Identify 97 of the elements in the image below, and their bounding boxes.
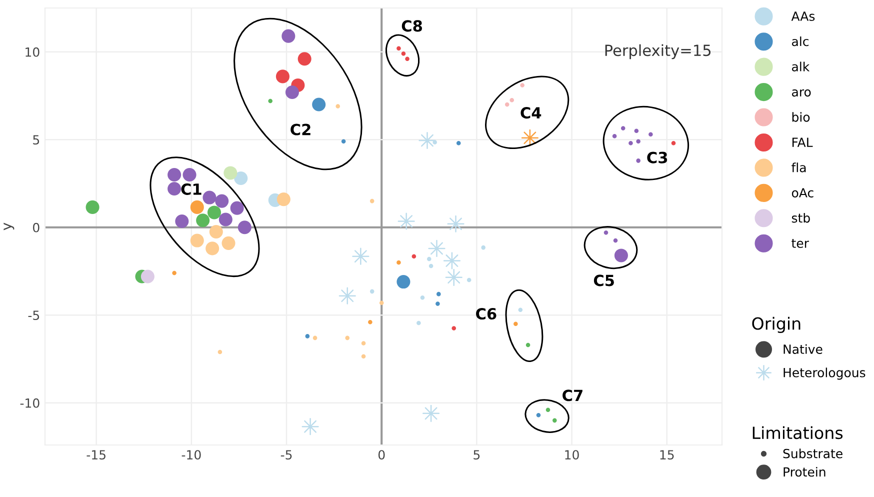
point <box>614 248 628 262</box>
x-tick-label: -15 <box>86 450 106 460</box>
point <box>481 245 486 250</box>
legend-label: alc <box>792 36 808 46</box>
x-tick-label: 5 <box>474 450 480 460</box>
point <box>445 268 462 286</box>
point <box>305 334 310 338</box>
point <box>443 252 461 270</box>
point <box>238 220 252 234</box>
point <box>520 83 524 88</box>
point <box>396 46 401 51</box>
annotation: C3 <box>647 152 668 164</box>
point <box>230 201 244 215</box>
text: Native <box>784 344 822 354</box>
legend-label: fla <box>792 162 806 172</box>
point <box>427 256 432 262</box>
x-tick-label: 15 <box>660 450 674 460</box>
point <box>336 104 340 108</box>
point <box>361 341 366 346</box>
annotation: C1 <box>181 183 202 195</box>
point <box>168 182 182 196</box>
point <box>361 354 366 359</box>
y-axis-title: y <box>4 222 14 230</box>
point <box>341 139 346 144</box>
annotation: C6 <box>476 308 496 320</box>
point <box>420 295 425 300</box>
point <box>345 336 350 340</box>
y-tick-label: -5 <box>28 310 40 320</box>
point <box>456 140 461 146</box>
point <box>452 326 456 330</box>
point <box>368 320 372 324</box>
point <box>504 102 510 107</box>
text: Heterologous <box>784 368 866 380</box>
point <box>418 132 436 150</box>
point <box>466 278 472 282</box>
legend-label: stb <box>792 213 810 223</box>
legend-label: aro <box>792 89 811 97</box>
point <box>218 212 232 226</box>
point <box>521 129 538 146</box>
legend-label: AAs <box>791 12 815 21</box>
y-tick-label: 0 <box>33 222 40 232</box>
annotation: C7 <box>562 390 582 402</box>
text: Limitations <box>752 426 843 440</box>
legend-label: alk <box>792 62 810 72</box>
point <box>536 413 541 418</box>
annotation: Perplexity=15 <box>605 44 711 60</box>
point <box>338 287 356 304</box>
point <box>182 168 196 182</box>
annotation: C2 <box>290 124 310 136</box>
legend-label: FAL <box>792 138 813 147</box>
point <box>285 85 299 100</box>
point <box>140 270 154 284</box>
point <box>518 308 523 312</box>
point <box>412 254 416 258</box>
legend-label: oAc <box>792 188 814 198</box>
annotation: C4 <box>520 107 542 119</box>
point <box>436 302 440 306</box>
text: Origin <box>752 316 800 334</box>
point <box>405 56 410 62</box>
point <box>436 292 441 296</box>
x-tick-label: -10 <box>182 450 201 460</box>
point <box>514 322 518 326</box>
x-tick-label: 0 <box>378 450 385 460</box>
text: Protein <box>784 466 826 477</box>
point <box>447 215 464 232</box>
point <box>671 140 676 146</box>
point <box>510 98 514 102</box>
point <box>370 198 374 204</box>
point <box>302 418 319 436</box>
annotation: C5 <box>594 274 614 286</box>
point <box>352 248 370 265</box>
point <box>224 166 238 180</box>
x-tick-label: -5 <box>280 450 292 460</box>
point <box>202 190 216 204</box>
text: Substrate <box>783 448 842 458</box>
point <box>428 240 446 257</box>
point <box>396 260 401 265</box>
point <box>172 270 176 276</box>
y-tick-label: -10 <box>20 398 40 408</box>
point <box>282 29 296 43</box>
annotation: C8 <box>402 20 422 32</box>
point <box>312 336 318 340</box>
point <box>401 51 406 56</box>
point <box>370 289 374 294</box>
x-tick-label: 10 <box>565 450 579 460</box>
legend-label: ter <box>792 238 809 248</box>
point <box>215 194 229 208</box>
point <box>416 320 421 326</box>
y-tick-label: 10 <box>26 47 40 57</box>
y-tick-label: 5 <box>33 135 40 145</box>
point <box>175 214 189 228</box>
legend-label: bio <box>792 112 810 122</box>
point <box>379 300 384 305</box>
point <box>218 350 222 354</box>
point <box>168 168 182 182</box>
point <box>398 212 415 230</box>
point <box>428 264 434 268</box>
